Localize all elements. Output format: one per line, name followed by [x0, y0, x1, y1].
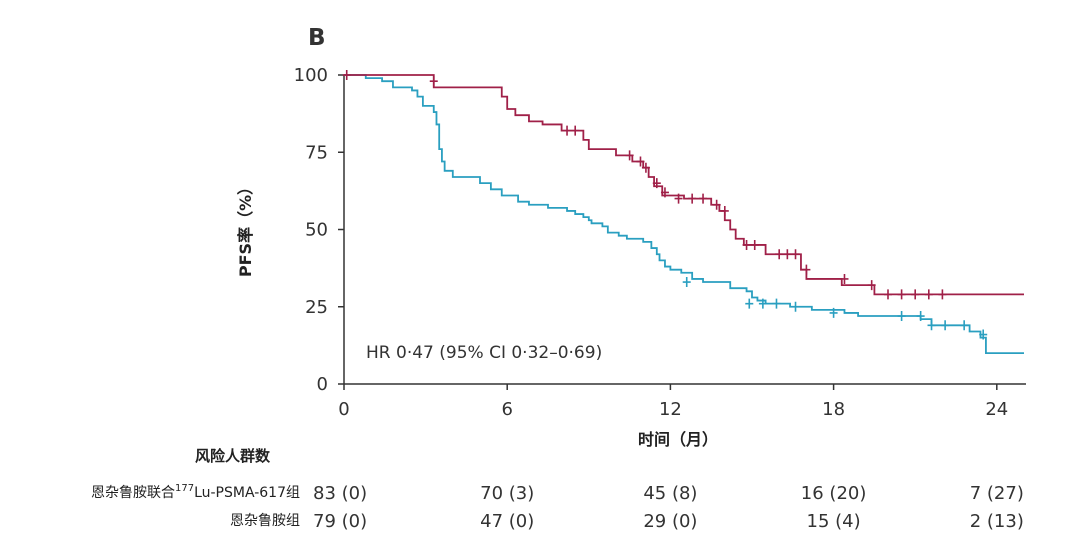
risk-value: 7 (27)	[970, 483, 1024, 504]
censor-mark-mono	[682, 277, 691, 288]
censor-mark-mono	[941, 320, 950, 331]
x-ticks: 0 6 12 18 24	[338, 384, 1008, 420]
risk-table: 风险人群数 恩杂鲁胺联合177Lu-PSMA-617组 恩杂鲁胺组 83 (0)…	[91, 447, 1024, 532]
censor-mark-combo	[636, 156, 645, 167]
risk-value: 2 (13)	[970, 511, 1024, 532]
censor-mark-combo	[750, 239, 759, 250]
risk-row-label-mono: 恩杂鲁胺组	[230, 513, 300, 529]
curve-mono	[344, 74, 1024, 354]
x-tick-label: 6	[501, 399, 512, 420]
x-axis: 0 6 12 18 24	[338, 383, 1026, 420]
y-tick-label: 100	[294, 65, 328, 86]
risk-row-label-combo-suffix: Lu-PSMA-617组	[194, 485, 300, 501]
censor-mark-mono	[829, 307, 838, 318]
censor-mark-combo	[867, 280, 876, 291]
censor-mark-combo	[884, 289, 892, 300]
censor-mark-combo	[840, 273, 849, 284]
x-axis-title: 时间（月）	[638, 430, 718, 449]
censor-mark-combo	[429, 76, 438, 87]
censor-mark-mono	[791, 301, 800, 312]
censor-mark-mono	[916, 311, 925, 322]
risk-value: 29 (0)	[643, 511, 697, 532]
risk-table-title: 风险人群数	[195, 447, 271, 465]
risk-value: 45 (8)	[643, 483, 697, 504]
censor-mark-combo	[652, 178, 661, 189]
risk-value: 15 (4)	[807, 511, 861, 532]
panel-label: B	[308, 25, 326, 51]
x-tick-label: 24	[985, 399, 1008, 420]
x-tick-label: 0	[338, 399, 349, 420]
risk-row-label-combo-sup: 177	[175, 483, 194, 494]
censor-mark-combo	[641, 162, 650, 173]
censor-mark-combo	[775, 249, 784, 260]
censor-mark-combo	[924, 289, 933, 300]
survival-curves	[342, 70, 1024, 354]
censor-mark-combo	[897, 289, 906, 300]
y-tick-label: 50	[305, 220, 328, 241]
risk-row-label-combo-prefix: 恩杂鲁胺联合	[91, 485, 175, 501]
censor-mark-combo	[674, 193, 683, 204]
y-axis: 0 25 50 75 100	[294, 65, 345, 395]
risk-value: 79 (0)	[313, 511, 367, 532]
censor-mark-combo	[911, 289, 920, 300]
censor-mark-combo	[688, 193, 697, 204]
censor-mark-mono	[979, 329, 988, 340]
censor-mark-combo	[699, 193, 708, 204]
censor-mark-combo	[720, 205, 729, 216]
censor-mark-mono	[927, 320, 936, 331]
x-tick-label: 12	[659, 399, 682, 420]
y-ticks: 0 25 50 75 100	[294, 65, 344, 395]
censor-mark-combo	[791, 249, 800, 260]
censor-mark-combo	[783, 249, 792, 260]
risk-value: 83 (0)	[313, 483, 367, 504]
risk-value: 70 (3)	[480, 483, 534, 504]
censor-mark-combo	[802, 264, 811, 275]
censor-mark-mono	[897, 311, 906, 322]
censor-mark-mono	[960, 320, 969, 331]
curve-combo	[344, 74, 1024, 296]
y-axis-title: PFS率（%）	[236, 179, 255, 277]
censor-mark-combo	[712, 199, 721, 210]
censor-mark-combo	[625, 150, 634, 161]
censor-mark-combo	[571, 125, 580, 136]
y-tick-label: 25	[305, 297, 328, 318]
censor-mark-combo	[563, 125, 572, 136]
hazard-ratio-annotation: HR 0·47 (95% CI 0·32–0·69)	[366, 343, 602, 363]
y-tick-label: 75	[305, 142, 328, 163]
risk-value: 47 (0)	[480, 511, 534, 532]
censor-mark-mono	[772, 298, 781, 309]
risk-values: 83 (0) 70 (3) 45 (8) 16 (20) 7 (27) 79 (0) 47 …	[313, 483, 1024, 532]
censor-mark-combo	[938, 289, 947, 300]
y-tick-label: 0	[317, 374, 328, 395]
censor-mark-mono	[758, 298, 767, 309]
censor-mark-mono	[745, 298, 754, 309]
x-tick-label: 18	[822, 399, 845, 420]
censor-mark-combo	[742, 239, 751, 250]
risk-row-label-combo: 恩杂鲁胺联合177Lu-PSMA-617组	[91, 483, 300, 501]
censor-mark-combo	[660, 187, 669, 198]
risk-value: 16 (20)	[801, 483, 867, 504]
censor-mark-combo	[342, 70, 351, 80]
